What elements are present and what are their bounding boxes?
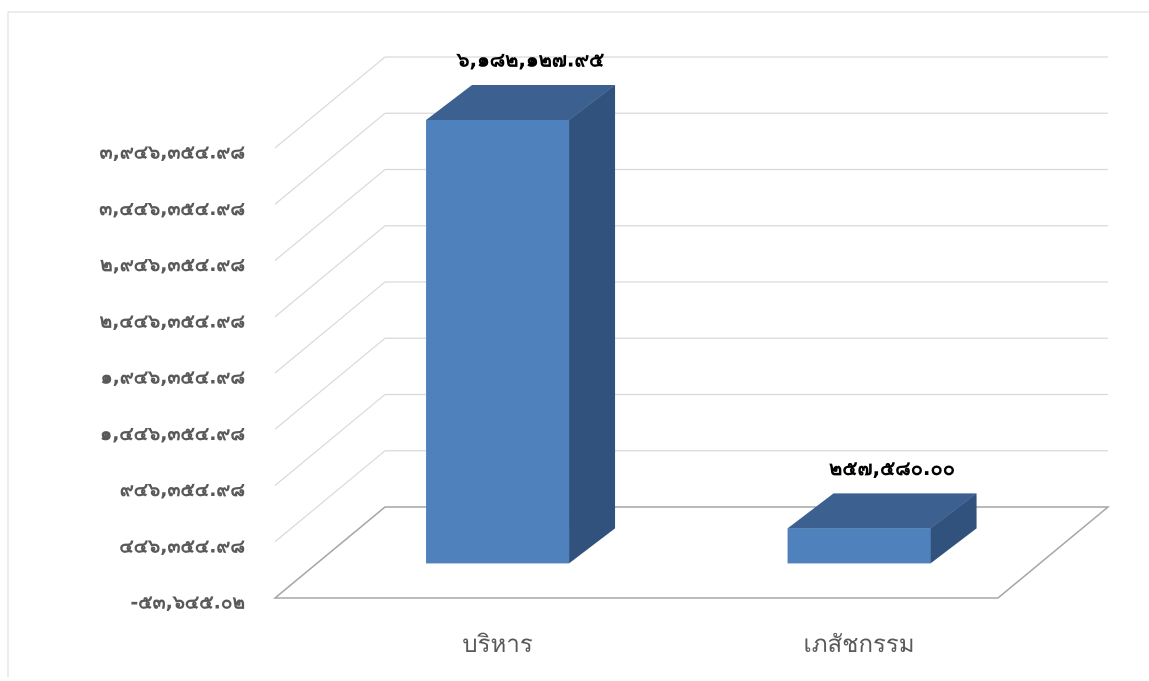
side-grid-line [274, 169, 386, 261]
side-grid-line [274, 281, 386, 374]
y-tick-label: ๒,๙๔๖,๓๕๔.๙๘ [100, 254, 245, 276]
y-tick-label: -๕๓,๖๔๕.๐๒ [130, 592, 245, 614]
y-tick-label: ๓,๔๔๖,๓๕๔.๙๘ [99, 198, 245, 220]
y-tick-label: ๓,๙๔๖,๓๕๔.๙๘ [100, 142, 245, 164]
y-tick-label: ๑,๙๔๖,๓๕๔.๙๘ [101, 367, 245, 389]
side-grid-line [274, 450, 386, 543]
bar-side [569, 85, 616, 564]
x-tick-label: เภสัชกรรม [804, 630, 915, 658]
side-grid-line [274, 112, 386, 205]
side-grid-line [274, 225, 386, 318]
side-grid-line [274, 337, 386, 430]
value-label: ๒๕๗,๕๘๐.๐๐ [829, 456, 955, 480]
y-tick-label: ๔๔๖,๓๕๔.๙๘ [119, 535, 245, 557]
side-grid-line [274, 394, 386, 486]
side-grid-line [274, 56, 386, 149]
bar [787, 528, 931, 564]
bar [426, 120, 570, 564]
chart-border [7, 11, 1149, 681]
floor [272, 506, 1111, 599]
bar-top [426, 85, 616, 120]
y-tick-label: ๒,๔๔๖,๓๕๔.๙๘ [100, 310, 245, 332]
y-tick-label: ๑,๔๔๖,๓๕๔.๙๘ [100, 423, 245, 445]
bar-side [930, 493, 977, 564]
x-tick-label: บริหาร [462, 630, 532, 658]
bar-top [787, 493, 977, 529]
y-tick-label: ๙๔๖,๓๕๔.๙๘ [120, 479, 245, 501]
value-label: ๖,๑๘๒,๑๒๗.๙๕ [456, 48, 605, 72]
